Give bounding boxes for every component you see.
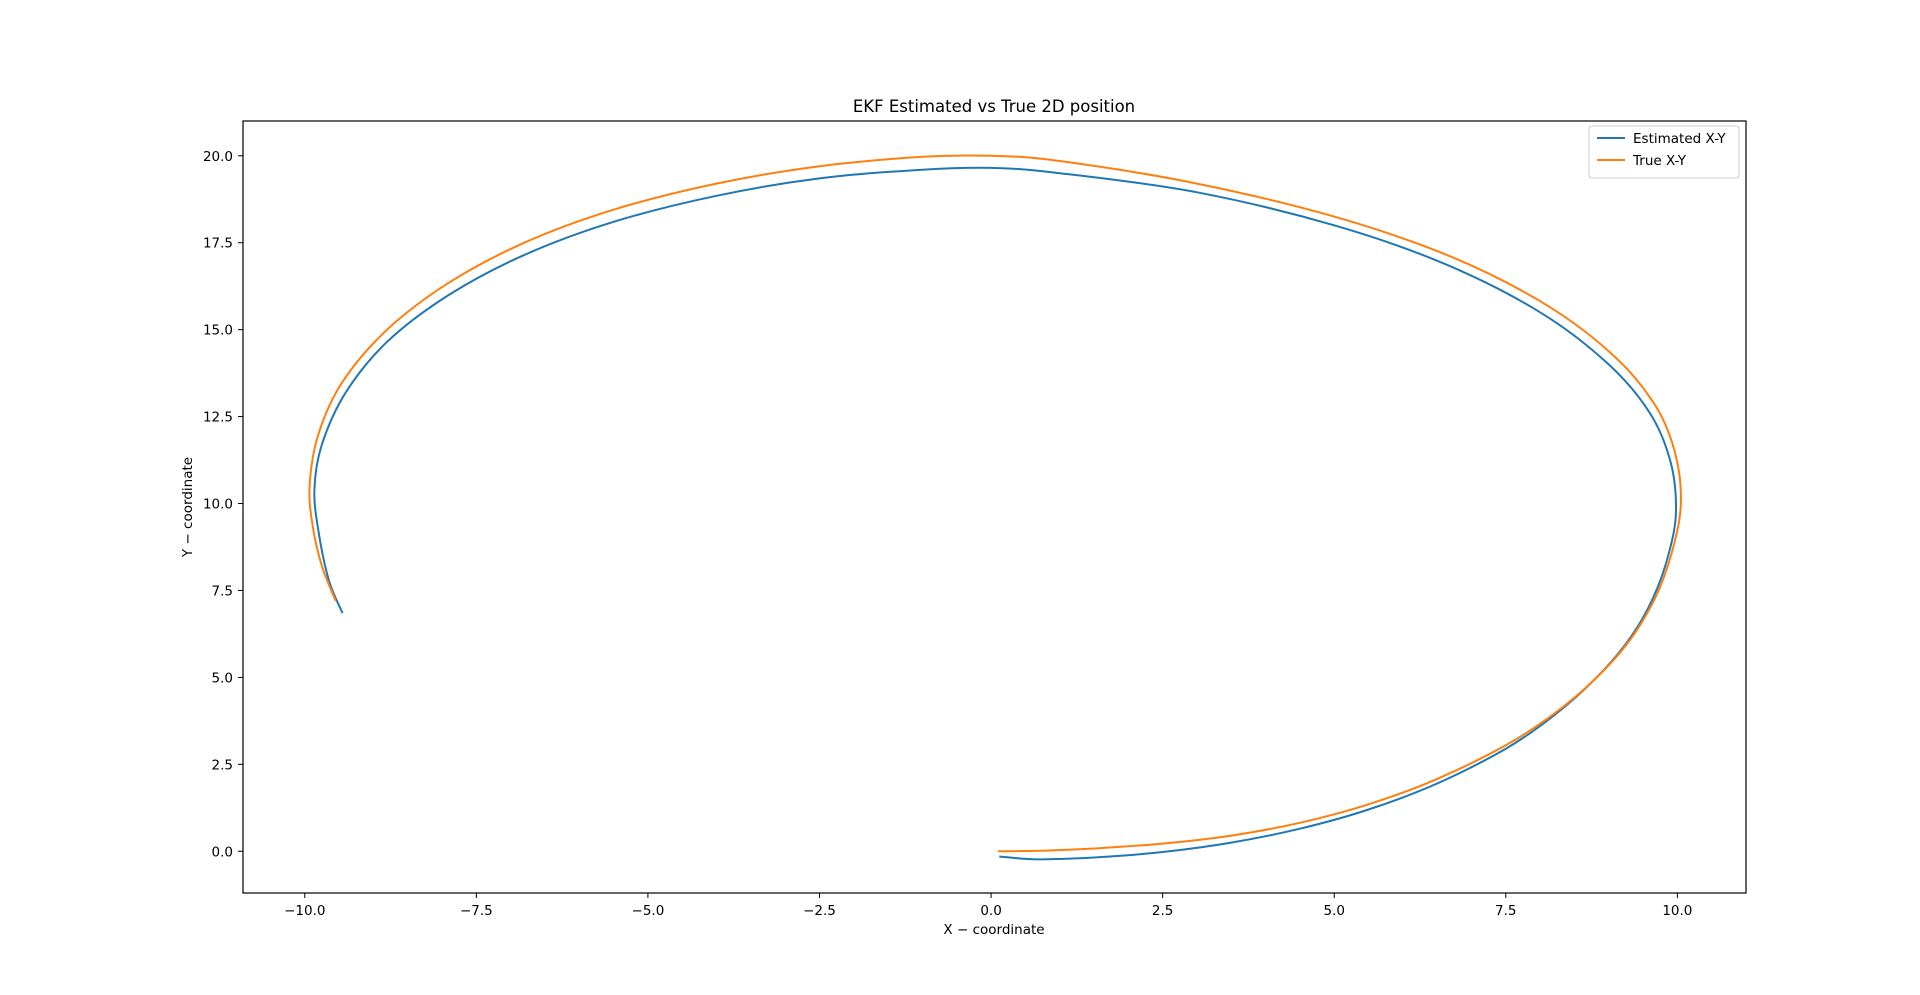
x-axis-ticks: −10.0 −7.5 −5.0 −2.5 0.0 2.5 5.0 7.5 10.0 — [284, 893, 1692, 919]
y-axis-label: Y − coordinate — [180, 457, 196, 558]
y-axis-ticks: 0.0 2.5 5.0 7.5 10.0 12.5 15.0 17.5 20.0 — [203, 149, 243, 860]
y-tick-label: 20.0 — [203, 149, 233, 165]
x-tick-label: −7.5 — [460, 903, 493, 919]
y-tick-label: 7.5 — [212, 583, 233, 599]
legend: Estimated X-Y True X-Y — [1588, 125, 1740, 179]
y-tick-label: 17.5 — [203, 236, 233, 252]
legend-entry-label: True X-Y — [1632, 153, 1687, 169]
legend-box — [1588, 125, 1740, 179]
y-tick-label: 15.0 — [203, 323, 233, 339]
x-tick-label: 0.0 — [980, 903, 1001, 919]
legend-entry-label: Estimated X-Y — [1633, 131, 1726, 147]
x-axis-label: X − coordinate — [943, 922, 1044, 938]
series-line-true — [308, 154, 1682, 853]
x-tick-label: 5.0 — [1323, 903, 1344, 919]
x-tick-label: −5.0 — [632, 903, 665, 919]
x-tick-label: 2.5 — [1152, 903, 1173, 919]
x-tick-label: −2.5 — [803, 903, 836, 919]
y-tick-label: 0.0 — [212, 844, 233, 860]
x-tick-label: −10.0 — [284, 903, 325, 919]
y-tick-label: 5.0 — [212, 670, 233, 686]
chart-title: EKF Estimated vs True 2D position — [853, 97, 1135, 116]
y-tick-label: 2.5 — [212, 757, 233, 773]
plot-area — [308, 154, 1682, 861]
axes-frame — [242, 120, 1747, 894]
x-tick-label: 7.5 — [1495, 903, 1516, 919]
x-tick-label: 10.0 — [1662, 903, 1692, 919]
series-line-estimated — [313, 166, 1678, 861]
y-tick-label: 12.5 — [203, 410, 233, 426]
y-tick-label: 10.0 — [203, 497, 233, 513]
